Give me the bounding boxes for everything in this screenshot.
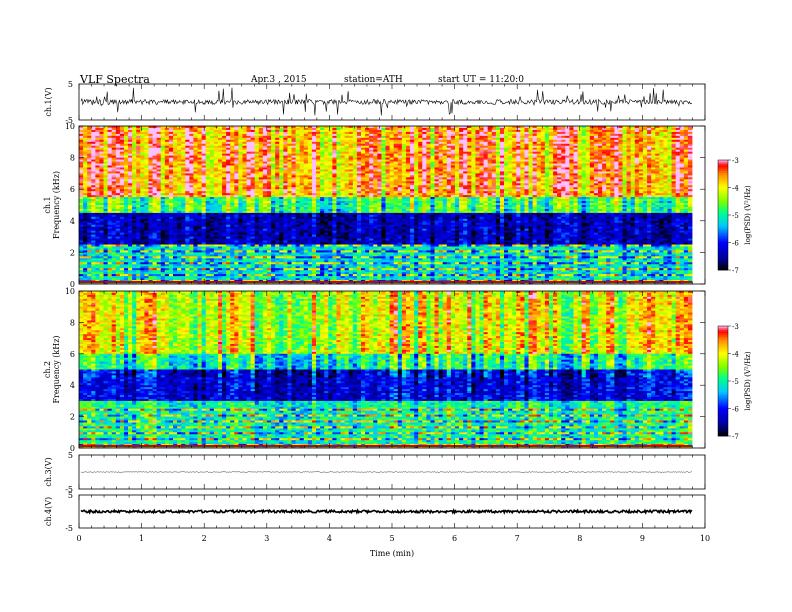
- spectrogram-ch1: [79, 126, 692, 284]
- spectrogram-layer: [79, 126, 692, 448]
- vlf-figure: 5-5ch.1(V)0246810ch.1 Frequency (kHz)0246…: [0, 0, 792, 612]
